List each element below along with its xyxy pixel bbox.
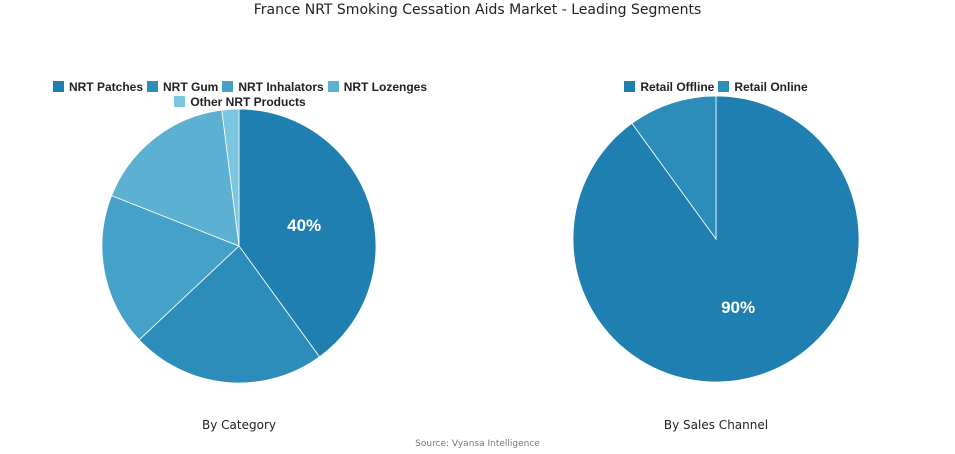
pie-slice-nrt-inhalators	[101, 195, 240, 341]
subtitle-category: By Category	[202, 418, 276, 432]
legend-label: Retail Online	[734, 80, 808, 94]
pie-slice-retail-online	[631, 95, 717, 241]
legend-swatch	[624, 81, 636, 92]
legend-label: Retail Offline	[640, 80, 715, 94]
pie-slice-nrt-patches	[238, 108, 377, 358]
legend-item: NRT Patches	[52, 80, 143, 95]
data-label: 40%	[287, 216, 321, 235]
legend-item: NRT Inhalators	[222, 80, 324, 95]
legend-swatch	[174, 96, 186, 107]
legend-swatch	[718, 81, 730, 92]
legend-label: NRT Lozenges	[343, 80, 428, 94]
legend-swatch	[222, 81, 234, 92]
pie-slice-nrt-gum	[138, 245, 321, 384]
pie-slice-nrt-lozenges	[111, 109, 240, 247]
chart-title: France NRT Smoking Cessation Aids Market…	[253, 2, 702, 18]
legend-sales-channel: Retail Offline Retail Online	[516, 80, 916, 95]
legend-label: NRT Inhalators	[238, 80, 324, 94]
legend-swatch	[327, 81, 339, 92]
legend-swatch	[52, 81, 64, 92]
source-note: Source: Vyansa Intelligence	[415, 439, 540, 449]
subtitle-sales-channel: By Sales Channel	[663, 418, 769, 432]
data-label: 90%	[721, 298, 755, 317]
legend-item: Retail Offline	[624, 80, 714, 95]
legend-item: Retail Online	[718, 80, 808, 95]
legend-item: Other NRT Products	[174, 95, 306, 110]
legend-item: NRT Gum	[147, 80, 218, 95]
pie-slice-other-nrt-products	[221, 108, 240, 247]
legend-label: Other NRT Products	[190, 95, 306, 109]
legend-label: NRT Gum	[163, 80, 219, 94]
legend-category: NRT Patches NRT Gum NRT Inhalators NRT Loze…	[40, 80, 440, 110]
legend-swatch	[147, 81, 158, 92]
legend-item: NRT Lozenges	[327, 80, 428, 95]
legend-label: NRT Patches	[68, 80, 143, 94]
